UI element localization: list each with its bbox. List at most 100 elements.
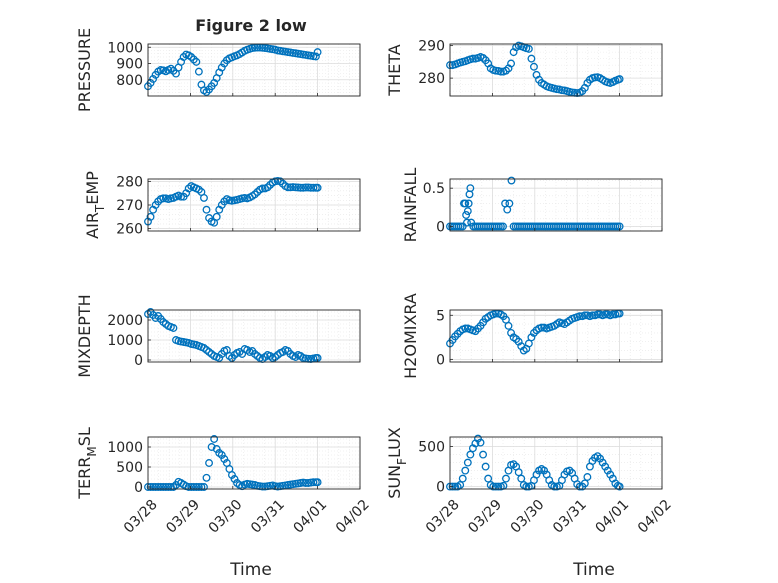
data-point: [481, 462, 490, 471]
data-point: [166, 483, 175, 491]
data-point: [466, 184, 475, 193]
data-point: [313, 478, 322, 487]
data-point: [466, 450, 475, 459]
data-point: [537, 323, 546, 332]
data-point: [463, 458, 472, 467]
data-point: [200, 483, 208, 491]
data-point: [598, 458, 607, 467]
data-point: [550, 482, 559, 491]
y-tick-label: 290: [418, 39, 445, 55]
data-point: [286, 183, 295, 192]
data-point: [588, 311, 597, 320]
y-tick-label: 500: [418, 440, 445, 456]
y-tick-label: 1000: [107, 333, 143, 349]
data-point: [580, 479, 589, 488]
data-point: [194, 67, 203, 76]
data-point: [311, 52, 320, 61]
y-tick-label: 0: [134, 480, 143, 496]
data-point: [474, 434, 482, 443]
data-point: [517, 474, 526, 483]
plot-area: [450, 44, 662, 96]
data-point: [593, 310, 602, 319]
data-point: [291, 183, 300, 192]
subplot-theta: 280 290 THETA: [385, 39, 663, 98]
x-tick-label: 03/30: [206, 497, 246, 537]
subplot-terr_msl: 0 500 1000 03/28 03/29 03/30 03/31 04/01 04/02 TE…: [75, 427, 373, 536]
data-point: [304, 183, 313, 192]
data-point: [156, 483, 165, 491]
data-point: [583, 473, 592, 481]
data-point: [159, 194, 168, 203]
data-point: [202, 205, 211, 214]
y-tick-label: 0: [134, 353, 143, 369]
y-axis-label: RAINFALL: [401, 168, 420, 243]
data-point: [601, 310, 610, 319]
x-tick-label: 03/29: [465, 497, 505, 537]
y-tick-label: 0: [436, 352, 445, 368]
axes-box: [147, 309, 361, 363]
y-tick-label: 900: [116, 57, 143, 73]
data-point: [496, 67, 505, 76]
y-axis-label-main: MIXDEPTH: [75, 294, 94, 377]
data-point: [161, 483, 170, 491]
y-tick-label: 5: [436, 308, 445, 324]
y-axis-label-main: AIR: [83, 212, 102, 239]
data-point: [507, 59, 516, 68]
y-axis-label-main: SUN: [385, 465, 404, 499]
data-point: [220, 197, 229, 206]
y-axis-label: AIRTEMP: [83, 171, 107, 239]
data-point: [283, 183, 292, 192]
y-axis-label-main: PRESSURE: [75, 28, 94, 112]
data-point: [468, 54, 477, 63]
y-axis-label: SUNFLUX: [385, 427, 409, 499]
data-point: [217, 451, 226, 459]
data-point: [484, 474, 493, 483]
data-point: [230, 475, 239, 483]
data-point: [169, 324, 178, 332]
x-tick-label: 03/31: [550, 497, 590, 537]
data-point: [194, 483, 203, 491]
data-point: [540, 466, 549, 475]
y-axis-label: THETA: [385, 44, 404, 96]
y-axis-label-rest: SL: [75, 427, 94, 446]
y-tick-label: 0: [436, 480, 445, 496]
data-point: [210, 435, 219, 443]
data-point: [154, 483, 163, 491]
data-point: [313, 48, 322, 57]
data-point: [479, 450, 488, 459]
data-point: [202, 473, 211, 482]
data-point: [615, 75, 624, 84]
data-point: [205, 459, 214, 467]
data-point: [601, 462, 610, 471]
data-point: [309, 478, 318, 487]
axes-box: [449, 436, 663, 490]
y-tick-label: 280: [116, 174, 143, 190]
data-point: [263, 183, 272, 192]
data-point: [258, 482, 267, 491]
figure-title: Figure 2 low: [195, 16, 307, 35]
y-tick-label: 260: [116, 222, 143, 238]
data-point: [192, 483, 201, 491]
data-point: [448, 482, 457, 491]
data-point: [215, 354, 224, 362]
data-point: [494, 482, 503, 491]
data-point: [603, 466, 612, 475]
data-point: [462, 210, 471, 219]
data-point: [146, 483, 155, 491]
y-axis-label-main: TERR: [75, 457, 94, 500]
data-point: [192, 57, 201, 66]
data-point: [463, 207, 472, 216]
data-point: [461, 199, 470, 208]
data-point: [177, 192, 186, 201]
data-point: [499, 222, 507, 231]
data-point: [202, 87, 211, 96]
data-point: [258, 184, 267, 193]
y-axis-label-subscript: T: [93, 204, 107, 213]
data-point: [200, 193, 208, 202]
y-axis-label: TERRMSL: [75, 427, 99, 500]
y-tick-label: 2000: [107, 313, 143, 329]
data-point: [187, 483, 196, 491]
y-axis-label: PRESSURE: [75, 28, 94, 112]
